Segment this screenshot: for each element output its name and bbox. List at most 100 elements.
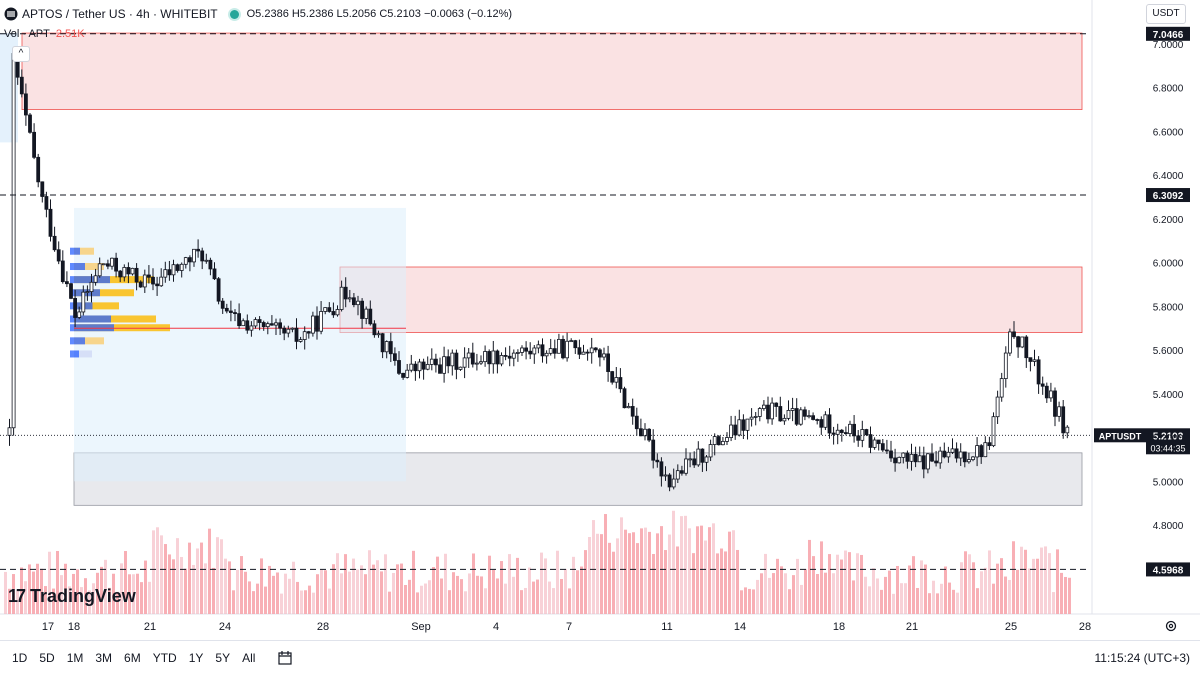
- candle-body-down: [187, 257, 192, 263]
- volume-profile-bar: [74, 263, 104, 271]
- candle: [421, 358, 426, 380]
- x-tick-label: 14: [734, 621, 746, 633]
- candle: [893, 448, 897, 472]
- candle: [384, 340, 389, 359]
- range-button-5y[interactable]: 5Y: [215, 651, 231, 665]
- candle: [319, 301, 324, 335]
- volume-bar: [636, 543, 639, 614]
- collapse-legend-button[interactable]: ^: [12, 46, 30, 62]
- candle-body-down: [667, 474, 672, 488]
- volume-bar: [648, 531, 651, 614]
- x-tick-label: 11: [661, 621, 672, 633]
- candle-body-down: [528, 350, 533, 355]
- y-tick-label: 6.6000: [1153, 127, 1184, 138]
- range-button-1y[interactable]: 1Y: [188, 651, 204, 665]
- candle-body-down: [401, 372, 406, 378]
- candle: [532, 344, 537, 364]
- range-button-1d[interactable]: 1D: [12, 651, 28, 665]
- candle: [561, 335, 565, 360]
- volume-legend: Vol · APT 2.51K: [4, 28, 85, 40]
- candle: [7, 418, 12, 446]
- candle-body-down: [19, 76, 24, 95]
- candle: [790, 397, 795, 422]
- volume-bar: [100, 566, 103, 614]
- volume-bar: [248, 581, 251, 614]
- volume-bar: [800, 584, 803, 614]
- volume-bar: [744, 587, 747, 614]
- volume-bar: [276, 572, 279, 614]
- range-button-3m[interactable]: 3M: [95, 651, 113, 665]
- volume-bar: [632, 532, 635, 614]
- volume-bar: [1008, 579, 1011, 614]
- volume-profile-buy: [70, 247, 80, 255]
- candle-body-up: [786, 410, 791, 419]
- candle: [807, 410, 811, 419]
- candle-body-up: [536, 344, 541, 349]
- tradingview-logo[interactable]: 17 TradingView: [8, 586, 136, 607]
- volume-bar: [324, 570, 327, 614]
- candle: [294, 318, 299, 350]
- candle: [991, 412, 996, 448]
- candle: [1020, 336, 1025, 349]
- volume-bar: [260, 558, 263, 614]
- candle: [450, 349, 455, 376]
- candle-body-down: [470, 352, 475, 365]
- volume-bar: [676, 546, 679, 614]
- range-button-all[interactable]: All: [242, 651, 256, 665]
- x-tick-label: 17: [42, 621, 54, 633]
- volume-bar: [684, 515, 687, 614]
- candle-body-down: [794, 408, 799, 425]
- volume-bar: [964, 551, 967, 614]
- candle-body-up: [729, 424, 733, 438]
- volume-bar: [296, 581, 299, 614]
- x-tick-label: 28: [1079, 621, 1091, 633]
- y-tick-label: 6.4000: [1153, 171, 1184, 182]
- candle: [901, 452, 906, 464]
- candle: [433, 353, 438, 373]
- candle-body-down: [1028, 357, 1033, 362]
- symbol-title[interactable]: APTOS / Tether US · 4h · WHITEBIT: [22, 7, 218, 21]
- y-tick-label: 5.4000: [1153, 390, 1184, 401]
- candle-body-down: [979, 445, 984, 458]
- candle: [798, 407, 803, 426]
- candle-body-down: [606, 353, 610, 372]
- candle: [1028, 357, 1033, 372]
- range-button-5d[interactable]: 5D: [39, 651, 55, 665]
- candle-body-down: [351, 297, 356, 306]
- currency-selector[interactable]: USDT: [1146, 4, 1186, 24]
- volume-bar: [336, 553, 339, 614]
- candle: [634, 407, 639, 436]
- volume-bars: [4, 510, 1071, 614]
- volume-bar: [580, 566, 583, 614]
- range-button-6m[interactable]: 6M: [124, 651, 141, 665]
- candle-body-down: [388, 341, 393, 355]
- volume-bar: [4, 571, 7, 614]
- candle-body-down: [1016, 336, 1020, 348]
- settings-gear-icon[interactable]: [1164, 619, 1178, 633]
- volume-bar: [616, 538, 619, 614]
- calendar-icon[interactable]: [277, 650, 293, 666]
- candle-body-down: [766, 404, 770, 420]
- volume-profile-bar: [74, 337, 104, 345]
- candle-body-up: [643, 428, 647, 437]
- volume-bar: [872, 568, 875, 614]
- volume-bar: [524, 587, 527, 614]
- volume-bar: [532, 581, 535, 614]
- y-tick-label: 5.8000: [1153, 302, 1184, 313]
- candle-body-down: [397, 360, 401, 374]
- volume-bar: [268, 565, 271, 614]
- candle: [585, 349, 590, 361]
- range-button-ytd[interactable]: YTD: [152, 651, 177, 665]
- candle-body-up: [491, 350, 496, 365]
- y-tick-label: 6.2000: [1153, 215, 1184, 226]
- candle: [52, 226, 57, 252]
- range-button-1m[interactable]: 1M: [66, 651, 84, 665]
- candle-body-up: [696, 448, 701, 466]
- candle: [897, 456, 902, 464]
- candle: [1016, 335, 1020, 358]
- volume-bar: [624, 529, 627, 614]
- volume-bar: [400, 563, 403, 614]
- volume-bar: [928, 593, 931, 614]
- candle-body-up: [364, 308, 369, 319]
